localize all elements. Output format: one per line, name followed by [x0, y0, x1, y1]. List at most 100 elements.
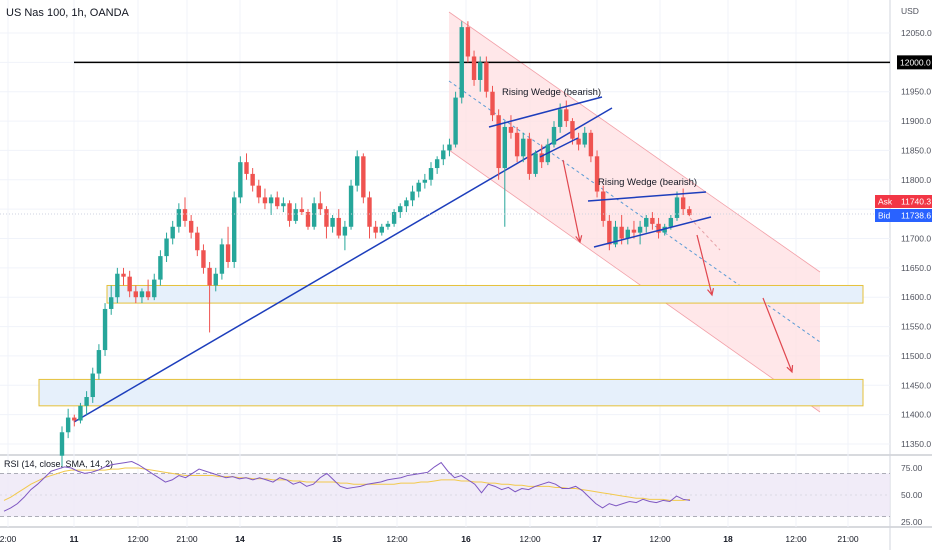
y-tick-label: 11700.0: [901, 234, 931, 244]
candle-body: [588, 132, 594, 157]
y-tick-label: 11450.0: [901, 380, 931, 390]
candle-body: [299, 209, 305, 213]
candle-body: [533, 153, 538, 174]
x-tick-label: 12:00: [649, 534, 671, 544]
candle-body: [65, 417, 71, 433]
wedge-lower-line: [539, 137, 579, 158]
wedge-label: Rising Wedge (bearish): [598, 177, 697, 188]
rsi-line: [3, 461, 691, 512]
x-tick-label: 11: [70, 534, 79, 544]
candle-body: [324, 209, 329, 227]
candle-body: [527, 138, 532, 174]
candle-body: [121, 273, 126, 277]
y-tick-label: 11500.0: [901, 351, 931, 361]
candle-body: [644, 217, 649, 227]
candle-body: [109, 297, 114, 309]
channel-lower-line: [448, 149, 821, 413]
candle-body: [404, 200, 409, 207]
arrow-head: [707, 288, 715, 297]
candle-body: [631, 229, 637, 233]
candle-body: [342, 226, 348, 236]
rsi-tick-label: 75.00: [901, 463, 923, 473]
candle-body: [557, 109, 563, 127]
bid-value: 11738.6: [901, 211, 931, 221]
candle-body: [668, 217, 674, 227]
y-tick-label: 11600.0: [901, 292, 931, 302]
arrow-head: [786, 364, 794, 374]
candle-body: [262, 197, 268, 204]
wedge-label: Rising Wedge (bearish): [502, 87, 601, 98]
candle-body: [625, 229, 630, 239]
candle-body: [551, 126, 557, 145]
bid-label: Bid: [878, 211, 891, 221]
candle-body: [225, 244, 231, 262]
candle-body: [361, 156, 366, 198]
x-tick-label: 16: [461, 534, 471, 544]
candle-body: [78, 405, 83, 421]
candle-body: [250, 173, 255, 186]
candle-body: [244, 162, 249, 174]
ask-box: [875, 195, 932, 208]
candle-body: [471, 56, 477, 80]
projection-dash: [689, 217, 721, 251]
down-arrow: [762, 297, 793, 373]
candle-body: [656, 223, 661, 233]
symbol-title: US Nas 100, 1h, OANDA: [6, 7, 129, 19]
candle-body: [238, 162, 243, 198]
y-tick-label: 11350.0: [901, 439, 931, 449]
candle-body: [514, 132, 520, 157]
candle-body: [398, 206, 403, 213]
ask-label: Ask: [878, 197, 893, 207]
candle-body: [145, 291, 151, 298]
candle-body: [256, 185, 261, 198]
candle-body: [447, 144, 452, 151]
candle-body: [441, 150, 446, 160]
x-tick-label: 2:00: [0, 534, 17, 544]
arrow-head: [575, 235, 583, 244]
candle-body: [576, 138, 581, 145]
candle-body: [176, 209, 182, 227]
candle-body: [336, 217, 341, 236]
x-tick-label: 18: [723, 534, 733, 544]
descending-channel: [449, 12, 820, 412]
candle-body: [582, 132, 587, 145]
candle-body: [564, 109, 569, 122]
candle-body: [422, 179, 428, 183]
candle-body: [195, 232, 200, 251]
level-label: 12000.0: [900, 57, 931, 67]
candle-body: [496, 115, 501, 169]
candle-body: [502, 126, 507, 169]
candle-body: [164, 238, 169, 257]
y-tick-label: 11550.0: [901, 322, 931, 332]
down-arrow: [562, 159, 581, 243]
candle-body: [139, 291, 145, 298]
candle-body: [508, 126, 514, 133]
candle-body: [680, 197, 686, 210]
level-label-box: [897, 55, 932, 70]
channel-upper-line: [448, 11, 821, 273]
y-tick-label: 11800.0: [901, 175, 931, 185]
candle-body: [311, 203, 317, 227]
candle-body: [453, 97, 458, 145]
candle-body: [379, 226, 384, 233]
candle-body: [158, 256, 163, 280]
x-tick-label: 12:00: [519, 534, 541, 544]
candle-body: [84, 397, 89, 406]
candle-body: [268, 197, 274, 204]
x-tick-label: 12:00: [785, 534, 807, 544]
y-tick-label: 11900.0: [901, 116, 931, 126]
candle-body: [275, 197, 280, 207]
candle-body: [601, 191, 606, 221]
candle-body: [637, 226, 643, 233]
candle-body: [521, 138, 526, 157]
currency-label: USD: [901, 6, 919, 16]
rsi-title: RSI (14, close, SMA, 14, 2): [4, 459, 113, 469]
candle-body: [484, 62, 489, 92]
candle-body: [674, 197, 680, 218]
candle-body: [367, 197, 372, 227]
rsi-tick-label: 50.00: [901, 490, 923, 500]
wedge-upper-line: [488, 96, 603, 128]
candle-body: [490, 91, 495, 116]
candle-body: [348, 185, 354, 227]
